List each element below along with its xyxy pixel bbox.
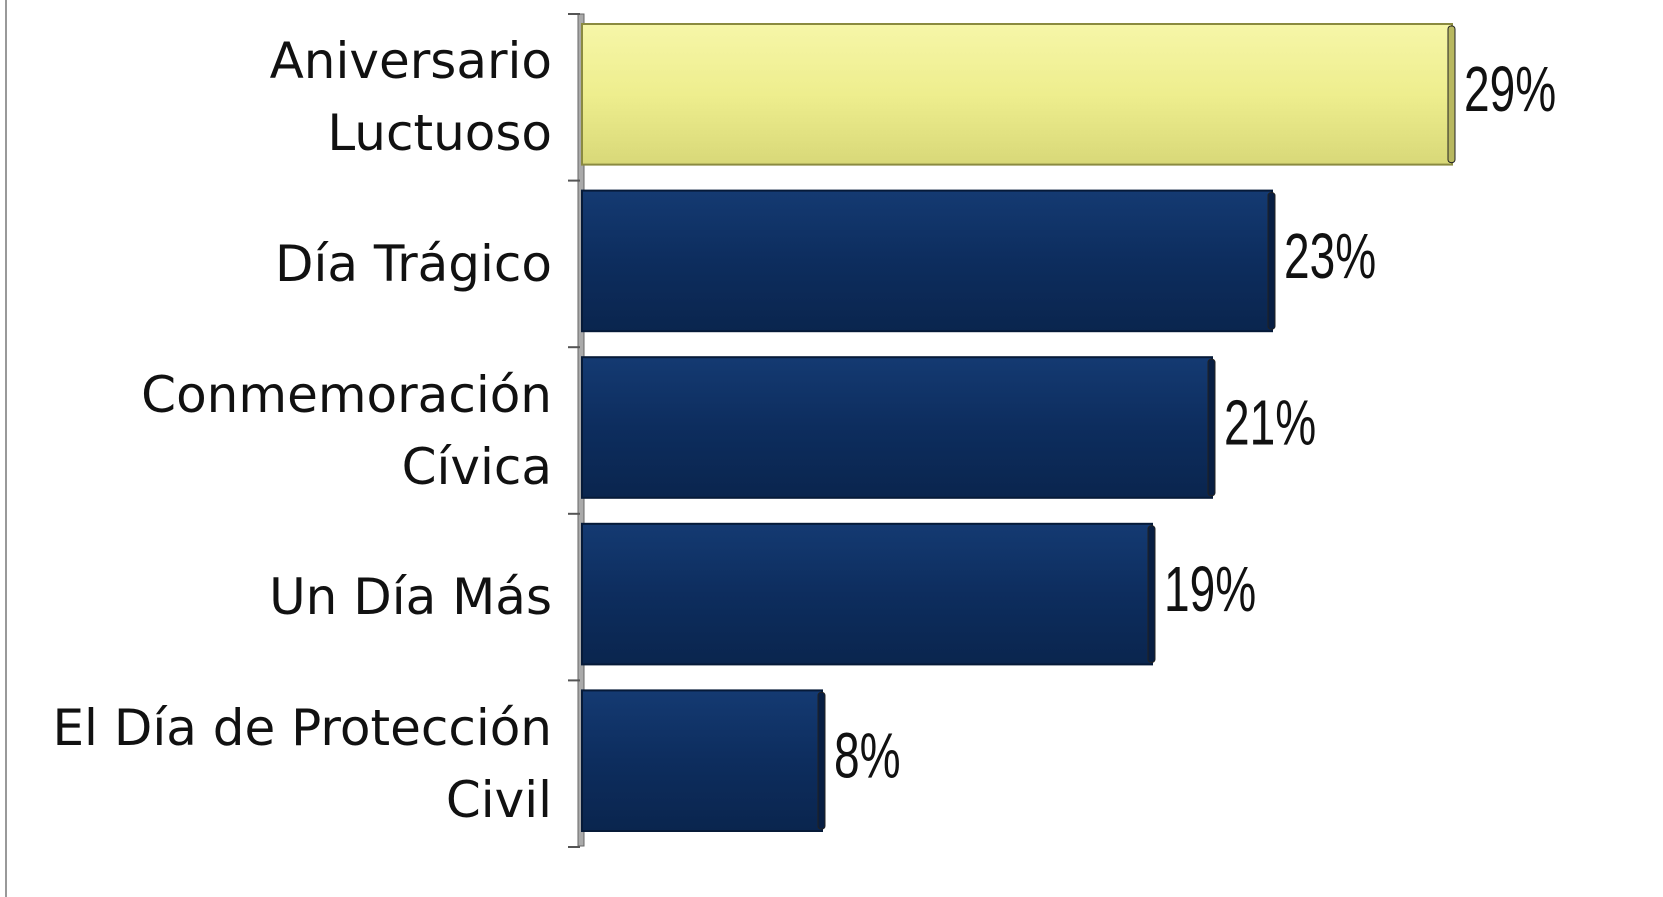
bar [581,689,823,833]
value-label: 8% [834,720,901,791]
bar [581,522,1153,666]
category-label: Un Día Más [269,568,552,627]
category-label: Día Trágico [274,234,552,293]
bar [581,23,1453,166]
category-label: Conmemoración Cívica [141,365,552,496]
value-label: 29% [1464,54,1556,125]
category-label: El Día de Protección Civil [52,698,552,829]
bar-cap [1207,358,1216,497]
bar-cap [1147,525,1156,663]
bar [581,189,1273,333]
bar-cap [1447,25,1456,164]
category-label: Aniversario Luctuoso [269,32,552,163]
bar-cap [817,691,826,830]
value-label: 21% [1224,387,1316,458]
value-label: 19% [1164,554,1256,625]
bar [581,356,1213,499]
bar-cap [1267,192,1276,330]
value-label: 23% [1284,220,1376,291]
